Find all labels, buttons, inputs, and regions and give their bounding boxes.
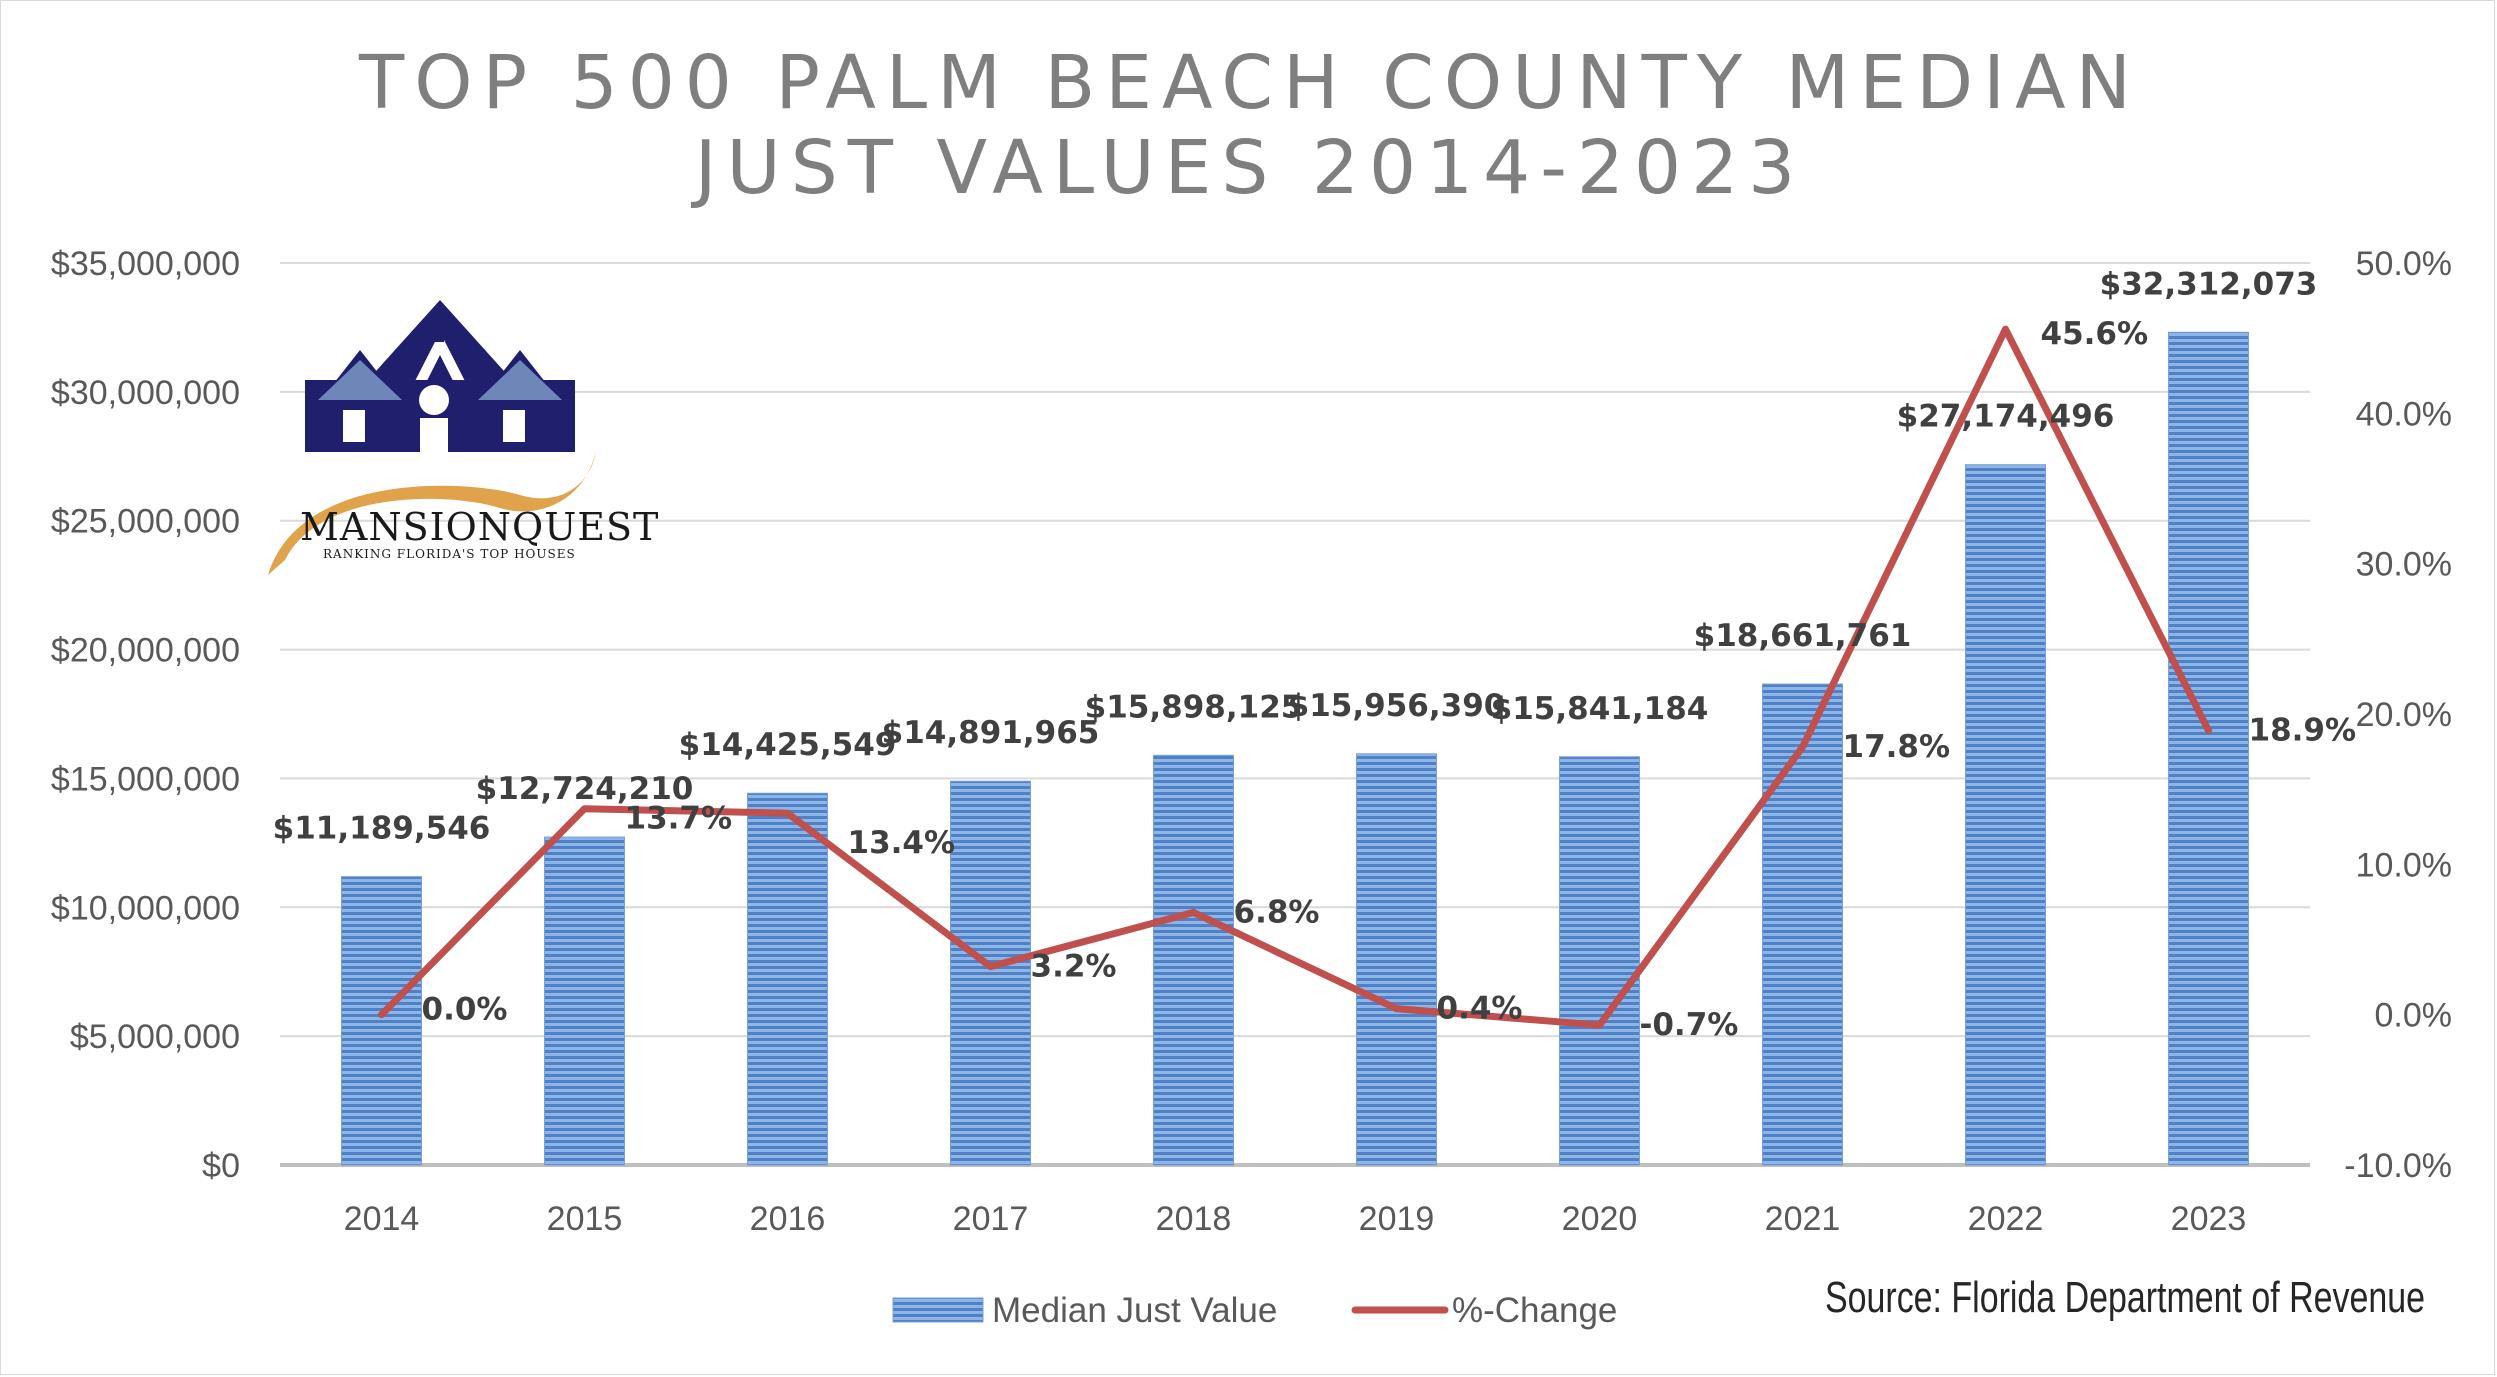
pct-change-point (2205, 727, 2212, 734)
bar-data-label: $14,425,549 (679, 727, 897, 763)
pct-change-point (1190, 909, 1197, 916)
left-tick-label: $30,000,000 (51, 374, 240, 412)
bar-median-just-value (1762, 683, 1843, 1166)
legend-label-pct-change: %-Change (1452, 1291, 1617, 1330)
bar-median-just-value (747, 792, 828, 1166)
bar-data-label: $11,189,546 (273, 811, 491, 847)
bar-data-label: $18,661,761 (1694, 618, 1912, 654)
pct-data-label: 13.7% (625, 801, 733, 837)
right-tick-label: 0.0% (2375, 997, 2453, 1035)
bar-data-label: $12,724,210 (476, 771, 694, 807)
left-tick-label: $0 (202, 1147, 240, 1185)
bar-median-just-value (950, 780, 1031, 1166)
pct-data-label: -0.7% (1640, 1007, 1739, 1043)
x-tick-label: 2023 (2171, 1200, 2247, 1238)
x-tick-label: 2016 (750, 1200, 826, 1238)
legend-bar-swatch (892, 1297, 984, 1323)
pct-data-label: 0.0% (422, 992, 508, 1028)
pct-data-label: 45.6% (2041, 316, 2149, 352)
mansion-icon (305, 300, 575, 452)
right-tick-label: 30.0% (2356, 546, 2452, 584)
pct-data-label: 0.4% (1437, 991, 1523, 1027)
x-axis-ticks: 2014 2015 2016 2017 2018 2019 2020 2021 2022 2023 (344, 1200, 2247, 1238)
right-axis-ticks: -10.0% 0.0% 10.0% 20.0% 30.0% 40.0% 50.0% (2344, 245, 2452, 1185)
logo-tagline: RANKING FLORIDA'S TOP HOUSES (323, 547, 576, 561)
pct-data-label: 13.4% (848, 825, 956, 861)
bar-median-just-value (1559, 756, 1640, 1166)
bar-median-just-value (2168, 331, 2249, 1166)
pct-data-label: 18.9% (2249, 713, 2357, 749)
chart-title: TOP 500 PALM BEACH COUNTY MEDIAN JUST VA… (358, 40, 2141, 211)
left-tick-label: $20,000,000 (51, 632, 240, 670)
pct-change-point (1393, 1005, 1400, 1012)
logo-wordmark: MANSIONQUEST (300, 505, 659, 549)
bar-data-label: $15,898,125 (1085, 689, 1303, 725)
bar-median-just-value (1356, 753, 1437, 1166)
x-tick-label: 2022 (1968, 1200, 2044, 1238)
right-tick-label: 50.0% (2356, 245, 2452, 283)
left-axis-ticks: $0 $5,000,000 $10,000,000 $15,000,000 $20,00… (51, 245, 240, 1185)
bar-data-label: $15,956,390 (1288, 688, 1506, 724)
bar-data-label: $32,312,073 (2100, 266, 2318, 302)
legend-label-median-just-value: Median Just Value (992, 1291, 1277, 1330)
bar-median-just-value (341, 876, 422, 1166)
x-tick-label: 2019 (1359, 1200, 1435, 1238)
pct-change-point (1799, 744, 1806, 751)
bar-data-label: $14,891,965 (882, 715, 1100, 751)
bar-median-just-value (544, 836, 625, 1166)
left-tick-label: $35,000,000 (51, 245, 240, 283)
x-tick-label: 2015 (547, 1200, 623, 1238)
right-tick-label: 40.0% (2356, 395, 2452, 433)
right-tick-label: 20.0% (2356, 696, 2452, 734)
pct-data-labels: 0.0% 13.7% 13.4% 3.2% 6.8% 0.4% -0.7% 17.8% 45.6… (422, 316, 2357, 1043)
left-tick-label: $10,000,000 (51, 889, 240, 927)
right-tick-label: -10.0% (2344, 1147, 2452, 1185)
left-tick-label: $25,000,000 (51, 503, 240, 541)
left-tick-label: $15,000,000 (51, 760, 240, 798)
pct-change-point (581, 805, 588, 812)
bar-series-median-just-value (341, 331, 2249, 1166)
bar-data-label: $15,841,184 (1491, 691, 1709, 727)
bar-data-label: $27,174,496 (1897, 399, 2115, 435)
x-tick-label: 2014 (344, 1200, 420, 1238)
bar-median-just-value (1965, 464, 2046, 1166)
x-tick-label: 2017 (953, 1200, 1029, 1238)
x-tick-label: 2020 (1562, 1200, 1638, 1238)
x-tick-label: 2021 (1765, 1200, 1841, 1238)
mansionquest-logo: MANSIONQUEST RANKING FLORIDA'S TOP HOUSE… (268, 300, 659, 575)
left-tick-label: $5,000,000 (70, 1018, 240, 1056)
chart-title-line-1: TOP 500 PALM BEACH COUNTY MEDIAN (358, 40, 2141, 126)
pct-change-line (378, 325, 2212, 1029)
bar-median-just-value (1153, 754, 1234, 1166)
legend: Median Just Value %-Change (892, 1291, 1617, 1330)
pct-data-label: 17.8% (1843, 729, 1951, 765)
right-tick-label: 10.0% (2356, 846, 2452, 884)
pct-change-point (987, 963, 994, 970)
pct-change-point (2002, 326, 2009, 333)
swoosh-graphic (268, 452, 596, 575)
line-series-pct-change (378, 325, 2212, 1029)
pct-change-point (784, 810, 791, 817)
source-note: Source: Florida Department of Revenue (1825, 1273, 2425, 1322)
bar-data-labels: $11,189,546 $12,724,210 $14,425,549$14,891… (273, 266, 2318, 846)
pct-data-label: 3.2% (1031, 949, 1117, 985)
chart-title-line-2: JUST VALUES 2014-2023 (691, 125, 1806, 211)
pct-change-point (378, 1011, 385, 1018)
pct-data-label: 6.8% (1234, 894, 1320, 930)
x-tick-label: 2018 (1156, 1200, 1232, 1238)
pct-change-point (1596, 1022, 1603, 1029)
